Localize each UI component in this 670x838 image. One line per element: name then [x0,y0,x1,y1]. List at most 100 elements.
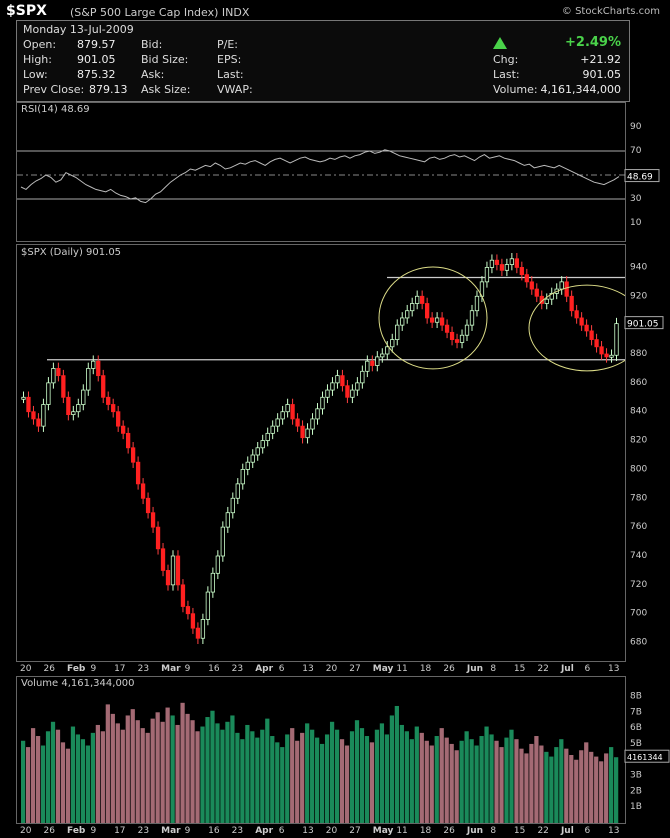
x-tick-label: 27 [349,664,360,674]
volume-bar [210,710,215,823]
volume-value: 4,161,344,000 [540,83,621,96]
x-tick-label: 9 [185,664,191,674]
price-tick-label: 880 [630,349,647,359]
candle-body [305,428,310,439]
x-tick-label: 6 [584,664,590,674]
x-tick-label: 17 [114,664,125,674]
candle-body [439,317,445,326]
price-tick-label: 820 [630,436,647,446]
rsi-current-value: 48.69 [627,173,653,183]
percent-change: +2.49% [565,35,621,50]
candle-body [170,555,176,586]
price-tick-label: 720 [630,580,647,590]
volume-bar [424,740,429,823]
price-chart [21,253,646,645]
candle-body [205,591,211,620]
volume-bar [604,753,609,823]
volume-bar [315,737,320,823]
x-tick-label: Jun [466,664,483,674]
volume-bar [499,747,504,823]
volume-bar [21,740,26,823]
candle-body [584,324,589,332]
volume-bar [295,740,300,823]
x-tick-label: 23 [138,826,149,836]
volume-bar [334,729,340,823]
volume-bar [220,729,225,823]
x-tick-label: 11 [396,664,407,674]
symbol-title: $SPX [6,3,47,19]
candle-body [225,512,230,528]
volume-bar [140,728,145,823]
x-tick-label: 18 [420,664,432,674]
x-tick-label: 9 [91,826,97,836]
volume-bar [105,704,110,823]
rsi-axis: 103050709048.69 [624,122,660,228]
eps-label: EPS: [217,53,242,66]
vwap-label: VWAP: [217,83,253,96]
candle-body [66,396,71,416]
candle-body [215,555,220,574]
volume-bar [569,755,574,823]
price-current-value: 901.05 [627,320,659,330]
x-tick-label: 20 [326,664,338,674]
brand-label[interactable]: © StockCharts.com [561,6,660,17]
volume-bar [255,737,260,823]
rsi-panel: RSI(14) 48.69 [16,102,626,242]
volume-bar [65,748,71,823]
volume-bar [290,728,295,823]
prevclose-value: 879.13 [89,83,128,96]
volume-bar [175,724,180,823]
volume-bar [484,726,489,823]
candle-body [140,483,146,499]
x-tick-label: Jul [560,664,574,674]
volume-bar [40,745,46,823]
candle-body [514,258,519,268]
price-label: $SPX (Daily) 901.05 [21,247,122,258]
candle-body [36,418,41,427]
volume-bar [434,736,439,823]
volume-bar [609,747,614,823]
candle-body [190,613,196,629]
candle-body [325,389,330,398]
candle-body [200,619,206,639]
volume-bar [349,731,355,823]
candle-body [51,368,56,384]
volume-bar [504,737,509,823]
last-label: Last: [493,68,520,81]
volume-bar [374,729,380,823]
x-tick-label: 13 [608,664,619,674]
price-x-axis: 20 26 Feb 9 17 23 Mar 9 16 23 Apr 6 13 20 27 May 11 18 26 J… [20,664,619,674]
volume-bar [364,736,370,823]
volume-bar [275,742,280,823]
x-tick-label: Mar [161,664,181,674]
volume-bar [240,739,245,823]
candle-body [484,267,490,283]
x-tick-label: Apr [255,826,273,836]
ask-label: Ask: [141,68,165,81]
price-tick-label: 840 [630,407,647,417]
x-tick-label: 9 [185,826,191,836]
candle-body [524,274,529,283]
candle-body [589,330,594,340]
candle-body [449,331,455,340]
x-tick-label: 23 [138,664,149,674]
rsi-chart [17,149,625,204]
volume-bar [614,757,619,823]
volume-bar [170,715,175,823]
volume-tick-label: 5B [630,739,642,749]
candle-body [534,288,539,297]
candle-body [464,324,470,336]
candle-body [235,483,240,499]
candle-body [81,389,86,405]
volume-bar [280,747,285,823]
volume-bar [265,718,270,823]
x-tick-label: 6 [279,664,285,674]
candle-body [86,368,91,391]
candle-body [220,526,225,557]
volume-bar [305,723,310,823]
volume-bar [125,715,130,823]
price-tick-label: 940 [630,262,647,272]
candle-body [330,382,335,391]
volume-bar [80,739,86,823]
low-value: 875.32 [77,68,116,81]
